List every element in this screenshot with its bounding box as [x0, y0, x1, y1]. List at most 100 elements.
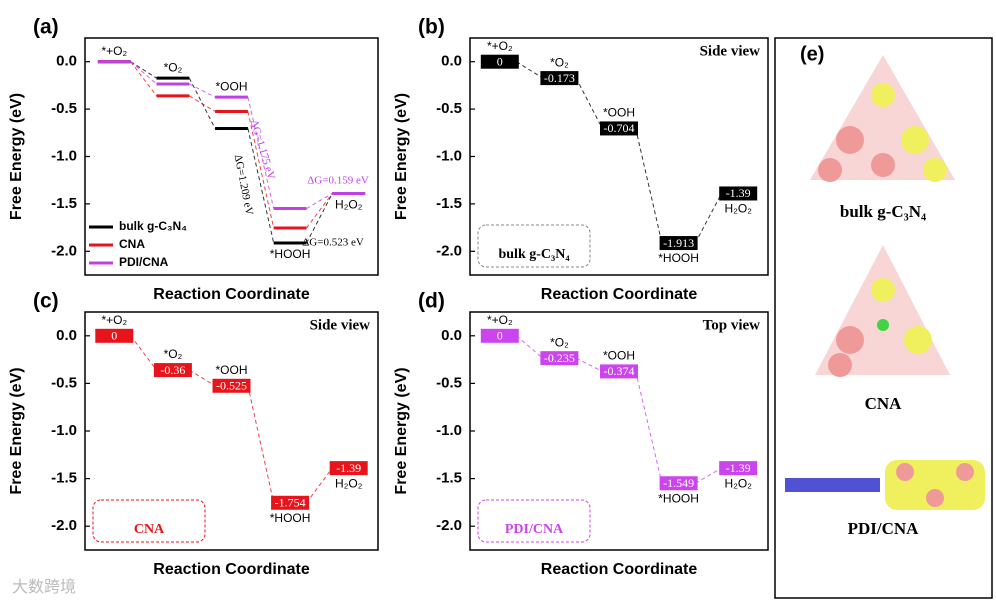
x-axis-label: Reaction Coordinate — [541, 561, 698, 578]
inset-frame — [477, 499, 591, 543]
connector — [306, 193, 333, 209]
connector — [516, 61, 543, 79]
y-tick-label: -1.0 — [436, 147, 462, 164]
value-label: 0 — [111, 329, 117, 343]
inset-label: PDI/CNA — [505, 522, 564, 537]
connector — [635, 128, 663, 244]
energy-box — [95, 328, 134, 343]
energy-box — [480, 328, 519, 343]
inset-label: CNA — [134, 522, 165, 537]
value-label: -0.374 — [604, 364, 635, 378]
legend-label: CNA — [119, 237, 145, 251]
x-axis-label: Reaction Coordinate — [153, 286, 310, 303]
inset-frame — [92, 499, 206, 543]
y-tick-label: -0.5 — [51, 100, 77, 117]
plot-frame — [469, 37, 769, 276]
energy-box — [719, 186, 758, 201]
energy-box — [659, 476, 698, 491]
caption: bulk g-C₃N₄ — [840, 202, 926, 221]
value-label: -1.913 — [663, 236, 694, 250]
value-label: -0.173 — [544, 71, 575, 85]
y-tick-label: -2.0 — [436, 517, 462, 534]
value-label: -0.525 — [216, 379, 247, 393]
value-label: -0.704 — [604, 121, 635, 135]
energy-box — [540, 71, 579, 86]
y-tick-label: -1.5 — [436, 470, 462, 487]
category-label: H₂O₂ — [335, 476, 363, 490]
plot-frame — [84, 311, 379, 551]
panel-label: (b) — [418, 16, 445, 39]
caption: PDI/CNA — [848, 519, 920, 538]
value-label: -0.36 — [160, 363, 185, 377]
energy-box — [540, 351, 579, 366]
category-label: *HOOH — [658, 251, 699, 265]
connector — [247, 385, 275, 503]
view-label: Side view — [310, 317, 371, 333]
energy-box — [659, 236, 698, 251]
y-axis-label: Free Energy (eV) — [8, 93, 25, 220]
panel-e-frame — [774, 37, 993, 599]
connector — [516, 335, 544, 359]
category-label: *OOH — [215, 79, 247, 93]
category-label: H₂O₂ — [725, 476, 753, 490]
energy-box — [329, 461, 368, 476]
legend-label: bulk g-C₃N₄ — [119, 219, 187, 233]
category-label: *+O₂ — [101, 44, 127, 58]
value-label: -0.235 — [544, 351, 575, 365]
watermark: 大数跨境 — [12, 577, 76, 596]
energy-box — [600, 364, 638, 379]
y-tick-label: -0.5 — [436, 374, 462, 391]
molecule-decoration — [785, 55, 985, 510]
y-tick-label: -2.0 — [51, 242, 77, 259]
category-label: *O₂ — [164, 60, 183, 74]
y-tick-label: -0.5 — [436, 100, 462, 117]
energy-box — [271, 495, 310, 510]
category-label: *OOH — [215, 363, 247, 377]
connector — [247, 111, 275, 229]
connector — [247, 128, 275, 244]
connector — [189, 369, 216, 387]
category-label: *O₂ — [164, 347, 183, 361]
panel-label: (a) — [33, 16, 59, 39]
category-label: H₂O₂ — [335, 198, 363, 212]
y-tick-label: 0.0 — [441, 53, 462, 70]
y-tick-label: -2.0 — [436, 242, 462, 259]
panel-label: (c) — [33, 290, 59, 313]
value-label: -1.39 — [726, 461, 751, 475]
y-tick-label: 0.0 — [56, 327, 77, 344]
connector — [189, 95, 216, 112]
y-tick-label: -1.0 — [436, 422, 462, 439]
caption: CNA — [865, 394, 903, 413]
y-tick-label: 0.0 — [441, 327, 462, 344]
connector — [306, 193, 333, 244]
category-label: *OOH — [603, 349, 635, 363]
value-label: -1.39 — [336, 461, 361, 475]
view-label: Side view — [700, 43, 761, 59]
connector — [694, 193, 722, 244]
view-label: Top view — [703, 317, 761, 333]
x-axis-label: Reaction Coordinate — [153, 561, 310, 578]
y-tick-label: -1.0 — [51, 147, 77, 164]
category-label: *HOOH — [658, 491, 699, 505]
category-label: *OOH — [603, 106, 635, 120]
panel-label: (e) — [800, 43, 824, 65]
y-axis-label: Free Energy (eV) — [8, 367, 25, 494]
y-tick-label: -2.0 — [51, 517, 77, 534]
category-label: *HOOH — [270, 247, 311, 261]
y-tick-label: -1.0 — [51, 422, 77, 439]
x-axis-label: Reaction Coordinate — [541, 286, 698, 303]
annotation: ΔG=1.175 eV — [248, 119, 277, 181]
connector — [575, 77, 603, 129]
y-tick-label: -1.5 — [51, 470, 77, 487]
connector — [306, 193, 333, 229]
energy-box — [600, 121, 638, 136]
category-label: *HOOH — [270, 511, 311, 525]
category-label: *+O₂ — [101, 313, 127, 327]
y-tick-label: -0.5 — [51, 374, 77, 391]
y-tick-label: -1.5 — [51, 195, 77, 212]
category-label: *+O₂ — [487, 39, 513, 53]
connector — [695, 467, 722, 484]
connector — [130, 61, 157, 79]
energy-box — [719, 461, 758, 476]
